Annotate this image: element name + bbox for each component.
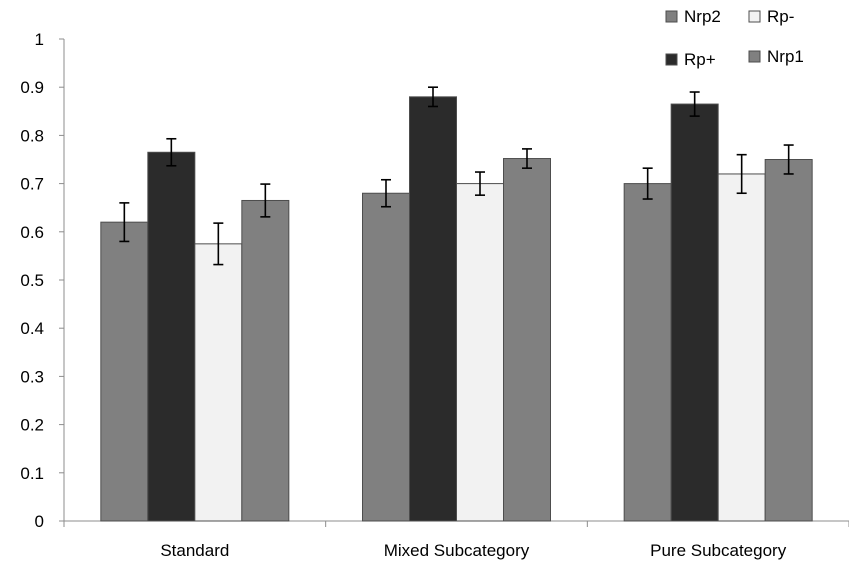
bar-nrp1-2 [764, 159, 813, 522]
bar-nrp2-0 [100, 221, 149, 522]
legend-swatch-nrp1 [748, 50, 761, 63]
bar-rp-2 [670, 103, 719, 522]
y-tick-label: 0.8 [20, 126, 44, 145]
bar-nrp2-2 [623, 183, 672, 522]
y-tick-label: 0.9 [20, 78, 44, 97]
axes: 0 0.1 0.2 0.3 0.4 0.5 0.6 0.7 0.8 0.9 1 Standard Mix… [20, 30, 849, 560]
bar-rp-0 [147, 151, 196, 522]
x-category-label: Pure Subcategory [650, 541, 787, 560]
bar-rp-0 [194, 243, 243, 522]
x-category-label: Mixed Subcategory [384, 541, 530, 560]
bar-nrp1-0 [241, 199, 290, 522]
y-tick-label: 0.6 [20, 223, 44, 242]
y-tick-label: 0.7 [20, 175, 44, 194]
bar-nrp1-1 [503, 158, 551, 522]
bar-nrp2-1 [362, 192, 410, 522]
y-tick-label: 0.5 [20, 271, 44, 290]
y-tick-label: 0.4 [20, 319, 44, 338]
legend-label-rp: Rp- [767, 7, 794, 26]
legend-label-rp: Rp+ [684, 50, 716, 69]
bar-rp-2 [717, 173, 766, 522]
y-tick-label: 0.1 [20, 464, 44, 483]
y-tick-label: 0.3 [20, 367, 44, 386]
y-tick-label: 0 [35, 512, 44, 531]
legend-label-nrp2: Nrp2 [684, 7, 721, 26]
legend-label-nrp1: Nrp1 [767, 47, 804, 66]
bars [100, 86, 813, 522]
legend: Nrp2 Rp- Rp+ Nrp1 [665, 7, 804, 69]
bar-rp-1 [456, 183, 504, 522]
bar-rp-1 [409, 96, 457, 522]
legend-swatch-nrp2 [665, 10, 678, 23]
y-tick-label: 1 [35, 30, 44, 49]
legend-swatch-rp [665, 53, 678, 66]
legend-swatch-rp [748, 10, 761, 23]
x-category-label: Standard [160, 541, 229, 560]
y-tick-label: 0.2 [20, 416, 44, 435]
